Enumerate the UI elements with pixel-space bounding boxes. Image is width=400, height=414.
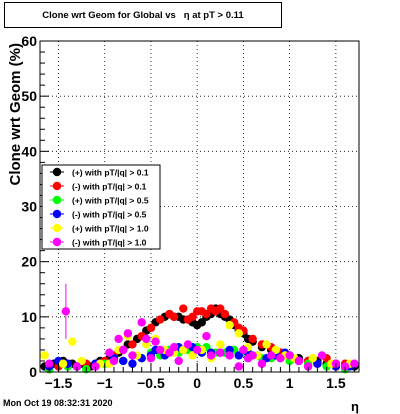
data-point <box>313 359 322 368</box>
data-point <box>77 356 86 366</box>
data-point <box>183 340 193 349</box>
legend-label: (-) with pT/|q| > 0.5 <box>72 210 147 220</box>
x-axis-label: η <box>351 399 359 414</box>
data-point <box>202 309 211 319</box>
data-point <box>109 356 119 366</box>
data-point <box>317 351 327 360</box>
data-point <box>202 331 211 341</box>
data-point <box>340 362 350 371</box>
data-point <box>146 323 156 333</box>
data-point <box>220 309 230 319</box>
data-point <box>40 351 49 360</box>
data-point <box>179 345 188 355</box>
data-point <box>303 362 313 371</box>
data-point <box>248 351 257 360</box>
data-point <box>174 356 183 366</box>
data-point <box>128 359 137 368</box>
legend-label: (-) with pT/|q| > 1.0 <box>72 238 147 248</box>
y-tick-label: 30 <box>21 199 37 215</box>
legend-label: (+) with pT/|q| > 1.0 <box>72 224 149 234</box>
legend-marker <box>52 181 62 191</box>
legend-label: (+) with pT/|q| > 0.1 <box>72 168 149 178</box>
legend-marker <box>52 209 62 219</box>
data-point <box>308 354 317 363</box>
x-tick-label: −1 <box>97 375 113 391</box>
data-point <box>285 351 294 360</box>
data-point <box>266 351 276 360</box>
data-point <box>206 351 216 360</box>
legend-box <box>41 164 161 250</box>
x-tick-label: −1.5 <box>45 375 73 391</box>
data-point <box>216 348 225 357</box>
x-tick-label: 0 <box>193 375 201 391</box>
data-point <box>58 359 68 368</box>
data-point <box>216 340 225 349</box>
legend-marker <box>52 223 62 233</box>
data-point <box>72 362 82 371</box>
data-point <box>123 329 133 338</box>
data-point <box>146 354 156 363</box>
data-point <box>105 348 114 357</box>
timestamp: Mon Oct 19 08:32:31 2020 <box>3 398 113 408</box>
y-tick-label: 0 <box>29 364 37 380</box>
data-point <box>248 334 257 344</box>
data-point <box>114 334 123 344</box>
data-point <box>165 348 174 357</box>
chart-title: Clone wrt Geom for Global vs η at pT > 0… <box>4 2 282 28</box>
data-point <box>91 362 100 371</box>
data-point <box>294 356 304 366</box>
data-point <box>188 351 197 360</box>
data-point <box>137 318 146 327</box>
legend-marker <box>52 167 62 177</box>
data-point <box>68 337 77 346</box>
data-point <box>350 359 359 368</box>
legend-label: (+) with pT/|q| > 0.5 <box>72 196 149 206</box>
legend-label: (-) with pT/|q| > 0.1 <box>72 182 147 192</box>
x-tick-label: 0.5 <box>234 375 254 391</box>
y-tick-label: 20 <box>21 254 37 270</box>
data-point <box>169 342 179 352</box>
y-tick-label: 10 <box>21 309 37 325</box>
data-point <box>234 351 243 360</box>
x-tick-label: 1.5 <box>326 375 346 391</box>
data-point <box>262 340 271 349</box>
y-tick-label: 40 <box>21 143 37 159</box>
legend: (+) with pT/|q| > 0.1 (-) with pT/|q| > 0… <box>41 164 161 250</box>
data-point <box>188 312 197 322</box>
data-point <box>216 304 225 313</box>
data-point <box>142 334 151 344</box>
y-axis-label: Clone wrt Geom (%) <box>7 43 24 186</box>
y-tick-label: 60 <box>21 33 37 49</box>
data-point <box>169 312 179 322</box>
data-points <box>40 283 359 374</box>
data-point <box>179 304 188 313</box>
y-tick-label: 50 <box>21 88 37 104</box>
data-point <box>234 362 243 371</box>
data-point <box>234 329 243 338</box>
data-point <box>239 345 248 355</box>
data-point <box>128 351 137 360</box>
data-point <box>197 318 207 327</box>
data-point <box>271 345 280 355</box>
x-tick-label: 1 <box>286 375 294 391</box>
data-point <box>225 351 234 360</box>
axis-ticks: 0 10 20 30 40 50 60 −1.5 −1 −0.5 0 0.5 1 1.5 <box>21 33 355 391</box>
data-point <box>151 337 160 346</box>
data-point <box>192 345 202 355</box>
data-point <box>156 315 165 324</box>
data-point <box>128 340 137 349</box>
x-tick-label: −0.5 <box>137 375 165 391</box>
legend-marker <box>52 237 62 247</box>
data-point <box>257 359 267 368</box>
data-point <box>45 359 54 368</box>
data-point <box>119 356 128 366</box>
data-point <box>119 345 128 355</box>
data-point <box>225 320 234 330</box>
data-point <box>156 345 165 355</box>
legend-marker <box>52 195 62 205</box>
axis-labels: Clone wrt Geom (%) η <box>7 43 359 414</box>
data-point <box>276 354 285 363</box>
